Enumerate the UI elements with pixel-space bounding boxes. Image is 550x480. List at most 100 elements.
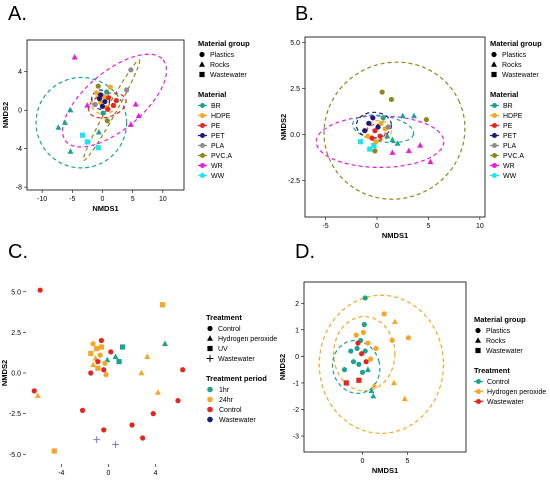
data-point [405,147,412,154]
data-point [369,135,375,141]
legend-shape-label: Rocks [502,62,522,69]
data-point [356,377,362,383]
y-tick-label: 0 [295,354,299,361]
data-point [90,341,96,347]
data-point [362,128,368,134]
data-point [129,422,135,428]
data-point [102,360,108,366]
x-tick-label: 0 [361,458,365,465]
y-tick-label: 2.5 [11,330,21,337]
data-point [365,340,371,346]
legend-color-key [200,153,205,158]
legend-color-label: BR [503,103,513,110]
legend-color-label: PE [211,123,221,130]
ellipse-br [352,114,415,144]
legend-color-key [200,113,205,118]
data-point [356,361,362,367]
legend-color-label: Hydrogen peroxide [487,389,546,396]
shape-legend-title: Material group [474,315,526,324]
y-axis-title: NMDS2 [279,114,288,140]
data-point [355,340,361,346]
panel-label: D. [295,241,315,263]
legend-shape-key [475,347,481,354]
data-point [112,441,119,448]
x-tick-label: 5 [426,223,430,230]
plot-frame [26,39,185,191]
x-tick-label: 0 [375,223,379,230]
x-tick-label: -10 [37,196,47,203]
data-point [110,102,116,108]
panel-label: C. [8,241,28,263]
legend-shape-key [199,71,205,78]
data-point [160,302,166,308]
data-point [373,345,379,352]
data-point [359,351,365,357]
y-tick-label: 2 [295,301,299,308]
legend-shape-key [206,355,214,362]
legend-color-key [207,386,213,393]
legend-shape-label: UV [218,346,228,353]
legend-color-key [200,103,205,108]
legend-color-label: 1hr [219,387,230,394]
y-tick-label: 4 [18,69,22,76]
data-point [84,139,90,145]
data-point [55,124,62,130]
legend-shape-label: Wastewater [210,72,247,79]
data-point [34,392,41,398]
data-point [372,148,378,154]
plot-frame [304,36,486,218]
data-point [71,54,78,60]
x-tick-label: 10 [476,223,484,230]
data-point [112,353,119,359]
data-point [97,352,103,358]
color-legend-title: Material [490,90,518,99]
data-point [391,318,398,325]
legend-color-label: PET [211,133,225,140]
legend-shape-label: Rocks [210,62,230,69]
ellipse-control [331,340,381,394]
data-point [417,142,424,148]
x-tick-label: 5 [131,196,135,203]
data-point [366,120,372,126]
legend-shape-label: Plastics [502,52,527,59]
legend-color-label: PLA [211,143,225,150]
data-point [105,95,112,101]
data-point [93,436,101,444]
legend-color-label: PE [503,123,513,130]
legend-color-key [200,143,205,148]
data-point [353,332,359,338]
data-point [120,344,126,350]
data-point [350,359,357,365]
data-point [138,369,145,376]
legend-color-label: WW [211,173,225,180]
legend-color-label: PVC.A [211,153,232,160]
data-point [371,142,377,148]
data-point [381,311,387,317]
data-point [95,359,101,365]
data-point [135,112,142,119]
y-tick-label: -8 [16,185,22,192]
y-tick-label: 1 [295,327,299,334]
data-point [389,136,396,143]
legend-shape-key [207,345,213,352]
legend-color-key [207,406,213,413]
legend-color-key [200,163,205,168]
y-tick-label: -3 [293,434,299,441]
data-point [103,372,109,378]
legend-color-label: WR [211,163,223,170]
data-point [127,121,134,127]
y-axis-title: NMDS2 [1,102,10,128]
legend-color-key [492,133,497,138]
data-point [95,145,101,151]
legend-shape-label: Plastics [210,52,235,59]
data-point [370,115,376,121]
data-point [98,92,104,98]
data-point [162,340,169,346]
legend-color-key [200,133,205,138]
y-tick-label: 5.0 [11,289,21,296]
y-tick-label: -1 [293,380,299,387]
data-point [370,392,377,399]
legend-color-label: HDPE [211,113,231,120]
legend-color-label: PET [503,133,517,140]
